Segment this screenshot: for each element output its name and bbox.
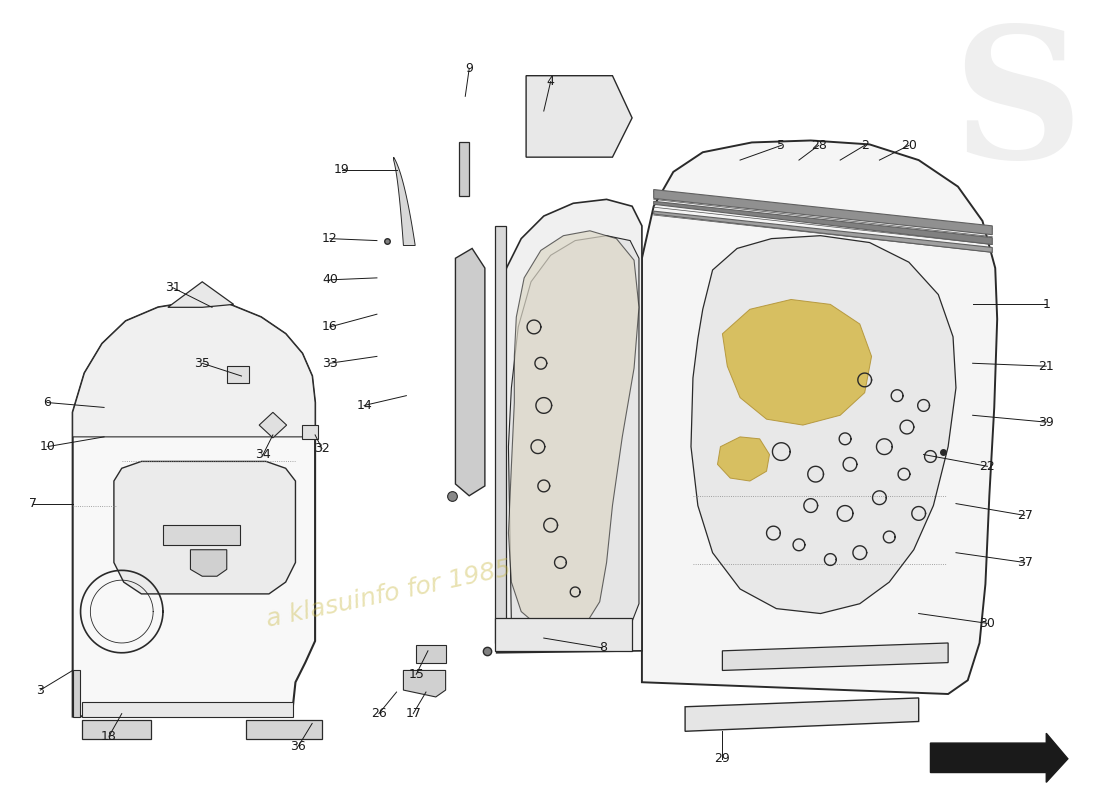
Polygon shape bbox=[653, 211, 992, 252]
Polygon shape bbox=[227, 366, 250, 383]
Text: S: S bbox=[952, 20, 1082, 196]
Polygon shape bbox=[691, 236, 956, 614]
Polygon shape bbox=[82, 719, 151, 739]
Text: 21: 21 bbox=[1038, 360, 1054, 373]
Polygon shape bbox=[416, 645, 446, 662]
Polygon shape bbox=[394, 157, 415, 246]
Polygon shape bbox=[73, 670, 79, 717]
Text: 19: 19 bbox=[333, 163, 350, 177]
Polygon shape bbox=[653, 190, 992, 234]
Polygon shape bbox=[260, 412, 287, 438]
Text: 14: 14 bbox=[356, 399, 372, 412]
Polygon shape bbox=[404, 670, 446, 697]
Polygon shape bbox=[508, 236, 639, 623]
Text: 37: 37 bbox=[1016, 556, 1033, 569]
Text: 10: 10 bbox=[40, 440, 55, 453]
Polygon shape bbox=[931, 734, 1068, 782]
Text: 20: 20 bbox=[901, 139, 916, 152]
Text: 6: 6 bbox=[43, 396, 51, 409]
Text: 16: 16 bbox=[322, 321, 338, 334]
Polygon shape bbox=[526, 76, 632, 157]
Text: 15: 15 bbox=[408, 668, 425, 681]
Polygon shape bbox=[495, 226, 506, 643]
Text: 35: 35 bbox=[195, 357, 210, 370]
Text: 31: 31 bbox=[165, 281, 180, 294]
Text: 34: 34 bbox=[255, 448, 271, 461]
Polygon shape bbox=[497, 199, 642, 653]
Text: 30: 30 bbox=[979, 617, 996, 630]
Text: a klasuinfo for 1985: a klasuinfo for 1985 bbox=[264, 556, 514, 631]
Polygon shape bbox=[302, 425, 318, 439]
Polygon shape bbox=[685, 698, 918, 731]
Polygon shape bbox=[114, 462, 296, 594]
Text: 29: 29 bbox=[715, 752, 730, 766]
Text: 1: 1 bbox=[1043, 298, 1050, 311]
Polygon shape bbox=[73, 302, 315, 717]
Text: 4: 4 bbox=[547, 75, 554, 88]
Polygon shape bbox=[73, 302, 315, 437]
Polygon shape bbox=[460, 142, 470, 197]
Text: 8: 8 bbox=[598, 642, 607, 654]
Polygon shape bbox=[455, 249, 485, 496]
Polygon shape bbox=[723, 299, 871, 425]
Text: 2: 2 bbox=[861, 139, 869, 152]
Text: 9: 9 bbox=[465, 62, 473, 75]
Text: 32: 32 bbox=[315, 442, 330, 455]
Polygon shape bbox=[495, 618, 632, 651]
Polygon shape bbox=[653, 202, 992, 245]
Polygon shape bbox=[642, 141, 998, 694]
Polygon shape bbox=[82, 702, 293, 717]
Text: 27: 27 bbox=[1016, 509, 1033, 522]
Text: 36: 36 bbox=[290, 739, 306, 753]
Text: 7: 7 bbox=[30, 497, 37, 510]
Text: 18: 18 bbox=[101, 730, 117, 742]
Text: 5: 5 bbox=[778, 139, 785, 152]
Text: 12: 12 bbox=[322, 232, 338, 245]
Text: 17: 17 bbox=[405, 707, 421, 720]
Polygon shape bbox=[717, 437, 770, 481]
Polygon shape bbox=[163, 525, 240, 545]
Polygon shape bbox=[723, 643, 948, 670]
Text: 22: 22 bbox=[979, 460, 996, 473]
Polygon shape bbox=[190, 550, 227, 576]
Text: 39: 39 bbox=[1038, 416, 1054, 429]
Polygon shape bbox=[246, 719, 322, 739]
Polygon shape bbox=[168, 282, 233, 307]
Text: 33: 33 bbox=[322, 357, 338, 370]
Text: 28: 28 bbox=[811, 139, 826, 152]
Text: 26: 26 bbox=[371, 707, 387, 720]
Text: 3: 3 bbox=[36, 683, 44, 697]
Text: 40: 40 bbox=[322, 274, 338, 286]
Polygon shape bbox=[508, 230, 639, 635]
